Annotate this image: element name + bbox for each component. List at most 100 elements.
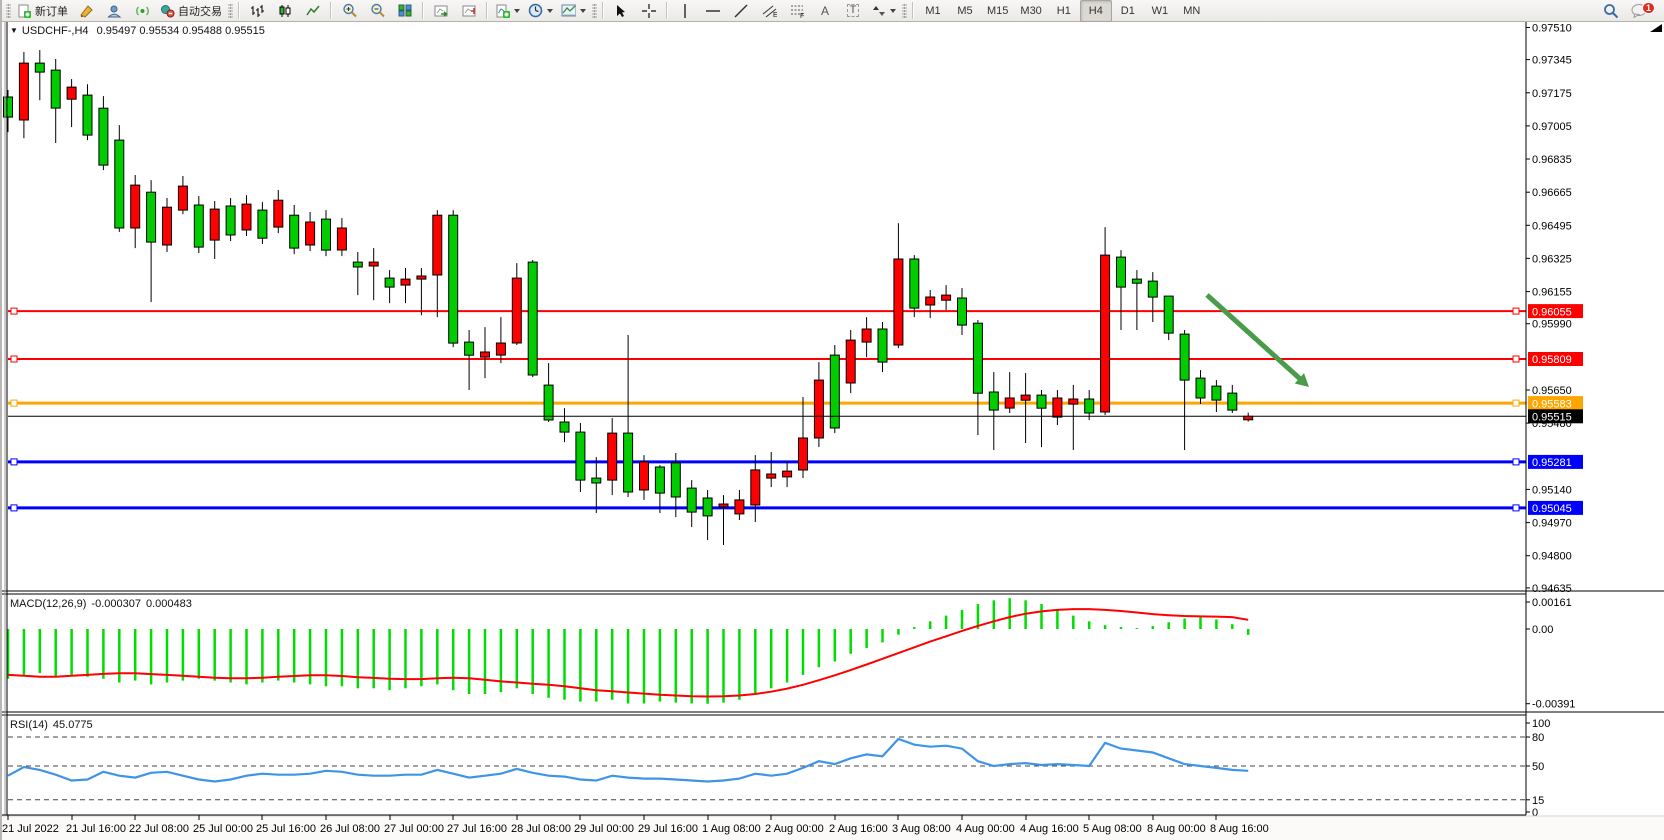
toolbar-grip[interactable] [902,2,907,19]
time-axis-label: 21 Jul 2022 [2,823,59,835]
price-axis-label: 0.96835 [1532,154,1572,166]
time-axis[interactable] [2,816,1664,840]
auto-scroll-button[interactable] [427,0,455,22]
trendline-tool-button[interactable] [727,0,755,22]
crosshair-tool-button[interactable] [635,0,663,22]
price-axis-label: 0.96325 [1532,253,1572,265]
price-line-badge: 0.95583 [1528,396,1583,410]
price-axis-label: 0.95650 [1532,385,1572,397]
search-button[interactable] [1596,0,1624,22]
candle [321,210,331,257]
timeframe-d1-button[interactable]: D1 [1120,4,1135,17]
candle [448,210,459,348]
timeframe-m15-button[interactable]: M15 [987,4,1009,17]
autotrading-button[interactable]: 自动交易 [156,0,226,22]
timeframe-h4-button[interactable]: H4 [1079,0,1112,22]
chart-canvas[interactable]: 0.97510 0.97345 0.97175 0.97005 0.96835 0.966… [2,22,1664,840]
periods-button[interactable] [524,0,557,22]
clock-icon [528,3,543,18]
svg-text:0.95583: 0.95583 [1532,398,1572,410]
metaeditor-button[interactable] [72,0,100,22]
timeframe-h1-button[interactable]: H1 [1056,4,1071,17]
templates-icon [561,3,576,18]
line-handle[interactable] [10,355,18,363]
candle [813,362,824,448]
candle [225,198,236,242]
line-handle[interactable] [1512,355,1520,363]
chart-shift-button[interactable] [455,0,483,22]
timeframe-mn-button[interactable]: MN [1183,4,1201,17]
text-tool-button[interactable]: A [811,0,839,22]
arrows-dropdown-caret [890,8,896,13]
bearish-trend-arrow[interactable] [1205,293,1309,387]
candle [988,372,999,450]
svg-text:E: E [773,12,777,18]
price-axis-label: 0.97175 [1532,88,1572,100]
time-axis-label: 2 Aug 16:00 [829,823,888,835]
toolbar-grip[interactable] [228,2,233,19]
line-handle[interactable] [1512,458,1520,466]
candle [336,218,347,257]
line-handle[interactable] [1512,399,1520,407]
zoom-in-button[interactable] [335,0,363,22]
price-axis-label: 0.95140 [1532,484,1572,496]
candle [1163,295,1174,341]
templates-button[interactable] [557,0,590,22]
signals-button[interactable] [128,0,156,22]
time-axis-label: 4 Aug 00:00 [956,823,1015,835]
line-handle[interactable] [10,307,18,315]
tile-windows-button[interactable] [391,0,419,22]
arrows-tool-button[interactable] [867,0,900,22]
candle [575,423,586,492]
toolbar-grip[interactable] [592,2,597,19]
candle [1036,390,1047,448]
new-order-button[interactable]: 新订单 [13,0,72,22]
scroll-to-end-marker[interactable] [1650,24,1662,32]
chat-button[interactable]: 1 [1624,0,1655,22]
candle [34,50,45,101]
line-handle[interactable] [10,504,18,512]
svg-text:0.96055: 0.96055 [1532,306,1572,318]
bar-chart-button[interactable] [243,0,271,22]
timeframe-w1-button[interactable]: W1 [1151,4,1169,17]
chart-area[interactable]: 0.97510 0.97345 0.97175 0.97005 0.96835 0.966… [2,22,1664,840]
candle [861,317,872,358]
candle [702,490,713,541]
timeframe-m30-button[interactable]: M30 [1020,4,1042,17]
price-axis-label: 0.97005 [1532,121,1572,133]
line-handle[interactable] [1512,504,1520,512]
time-axis-label: 29 Jul 16:00 [638,823,698,835]
timeframe-m5-button[interactable]: M5 [957,4,973,17]
channel-tool-button[interactable]: E [755,0,783,22]
toolbar-grip[interactable] [6,2,11,19]
arrows-tool-icon [871,3,886,18]
price-axis-label: 0.95990 [1532,319,1572,331]
vertical-line-tool-button[interactable] [671,0,699,22]
indicators-button[interactable] [491,0,524,22]
candle [18,52,29,139]
time-axis-label: 2 Aug 00:00 [765,823,824,835]
text-label-tool-button[interactable]: T [839,0,867,22]
price-line-badge: 0.95045 [1528,500,1583,515]
candle [909,255,920,318]
line-handle[interactable] [10,399,18,407]
candlestick-chart-button[interactable] [271,0,299,22]
price-axis-label: 0.96495 [1532,220,1572,232]
zoom-out-button[interactable] [363,0,391,22]
price-line-badge: 0.96055 [1528,304,1583,318]
search-icon [1603,3,1618,18]
candle [1195,370,1206,404]
candle [1147,272,1158,322]
line-handle[interactable] [10,458,18,466]
horizontal-line-tool-button[interactable] [699,0,727,22]
candle [177,176,188,215]
rsi-axis-label: 100 [1532,718,1550,730]
line-chart-button[interactable] [299,0,327,22]
fibonacci-tool-button[interactable]: F [783,0,811,22]
line-handle[interactable] [1512,307,1520,315]
cursor-tool-button[interactable] [607,0,635,22]
chat-unread-badge: 1 [1641,1,1655,14]
community-button[interactable] [100,0,128,22]
candle [654,465,665,513]
timeframe-m1-button[interactable]: M1 [925,4,941,17]
